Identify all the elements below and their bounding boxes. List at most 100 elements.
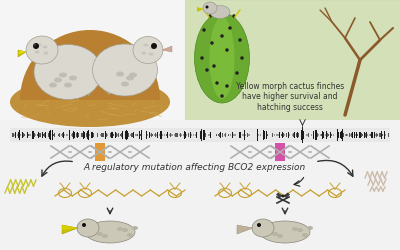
Bar [225,133,226,137]
Bar [322,131,323,139]
Bar [166,134,167,136]
Ellipse shape [33,43,39,49]
Bar [267,134,268,136]
Ellipse shape [232,14,236,18]
Ellipse shape [133,36,163,64]
Ellipse shape [132,226,138,230]
Bar [284,134,285,136]
Ellipse shape [92,44,158,96]
Bar [13,133,14,137]
Bar [307,134,308,136]
Bar [247,133,248,137]
Bar [326,131,327,139]
Bar [293,133,294,137]
Polygon shape [237,225,253,234]
Bar [30,134,31,136]
Polygon shape [95,75,110,95]
Ellipse shape [82,223,86,227]
Bar [127,131,128,139]
Bar [338,132,340,138]
Bar [137,134,138,136]
Bar [308,133,309,137]
Bar [88,130,89,140]
Bar [29,134,30,136]
Bar [10,128,390,142]
Ellipse shape [252,219,274,237]
Bar [19,130,20,140]
Ellipse shape [272,232,278,236]
Bar [348,132,350,138]
Ellipse shape [59,72,67,78]
Ellipse shape [257,223,261,227]
Ellipse shape [215,81,219,85]
Bar [351,132,352,138]
Bar [24,134,25,136]
Bar [292,134,293,136]
Bar [104,131,106,139]
Ellipse shape [292,227,298,231]
Ellipse shape [127,233,133,237]
Bar [260,134,262,136]
Bar [303,131,304,139]
Bar [103,133,104,137]
Bar [172,134,174,136]
Bar [135,134,136,136]
Bar [263,130,264,140]
Ellipse shape [129,72,137,78]
Bar [157,132,158,138]
Bar [306,134,307,136]
Bar [40,133,42,137]
Bar [370,134,371,136]
Bar [257,128,258,141]
Bar [146,131,147,139]
Bar [186,134,187,136]
Bar [321,134,322,136]
Ellipse shape [44,52,48,54]
Bar [15,132,16,138]
Bar [327,133,328,137]
Bar [175,133,176,137]
Bar [20,134,21,136]
Ellipse shape [49,82,57,87]
Bar [117,134,118,136]
Bar [95,143,105,161]
Bar [298,132,299,138]
Bar [297,132,298,138]
Ellipse shape [121,82,129,86]
Bar [367,134,368,136]
Bar [141,130,142,140]
Bar [323,132,324,138]
Bar [218,134,219,136]
Bar [204,130,205,140]
Ellipse shape [307,226,313,230]
Ellipse shape [150,46,154,50]
Bar [26,132,28,138]
Bar [190,132,191,138]
Ellipse shape [77,219,99,237]
Bar [162,134,164,136]
Bar [138,131,140,139]
Bar [176,133,177,137]
Bar [219,133,220,137]
Bar [311,134,312,136]
Bar [208,134,209,136]
Bar [151,132,152,138]
Bar [84,132,86,138]
Bar [58,134,59,136]
Bar [52,130,53,140]
Bar [330,132,331,138]
Polygon shape [18,50,26,54]
Bar [35,134,36,136]
Bar [288,132,289,138]
Ellipse shape [297,228,303,232]
Bar [0,120,400,250]
Bar [317,133,318,137]
Polygon shape [162,46,172,52]
Bar [185,132,186,138]
Bar [160,131,161,139]
Ellipse shape [202,28,206,32]
Bar [120,134,121,136]
Bar [296,133,297,137]
Ellipse shape [235,71,239,75]
Bar [262,134,263,136]
